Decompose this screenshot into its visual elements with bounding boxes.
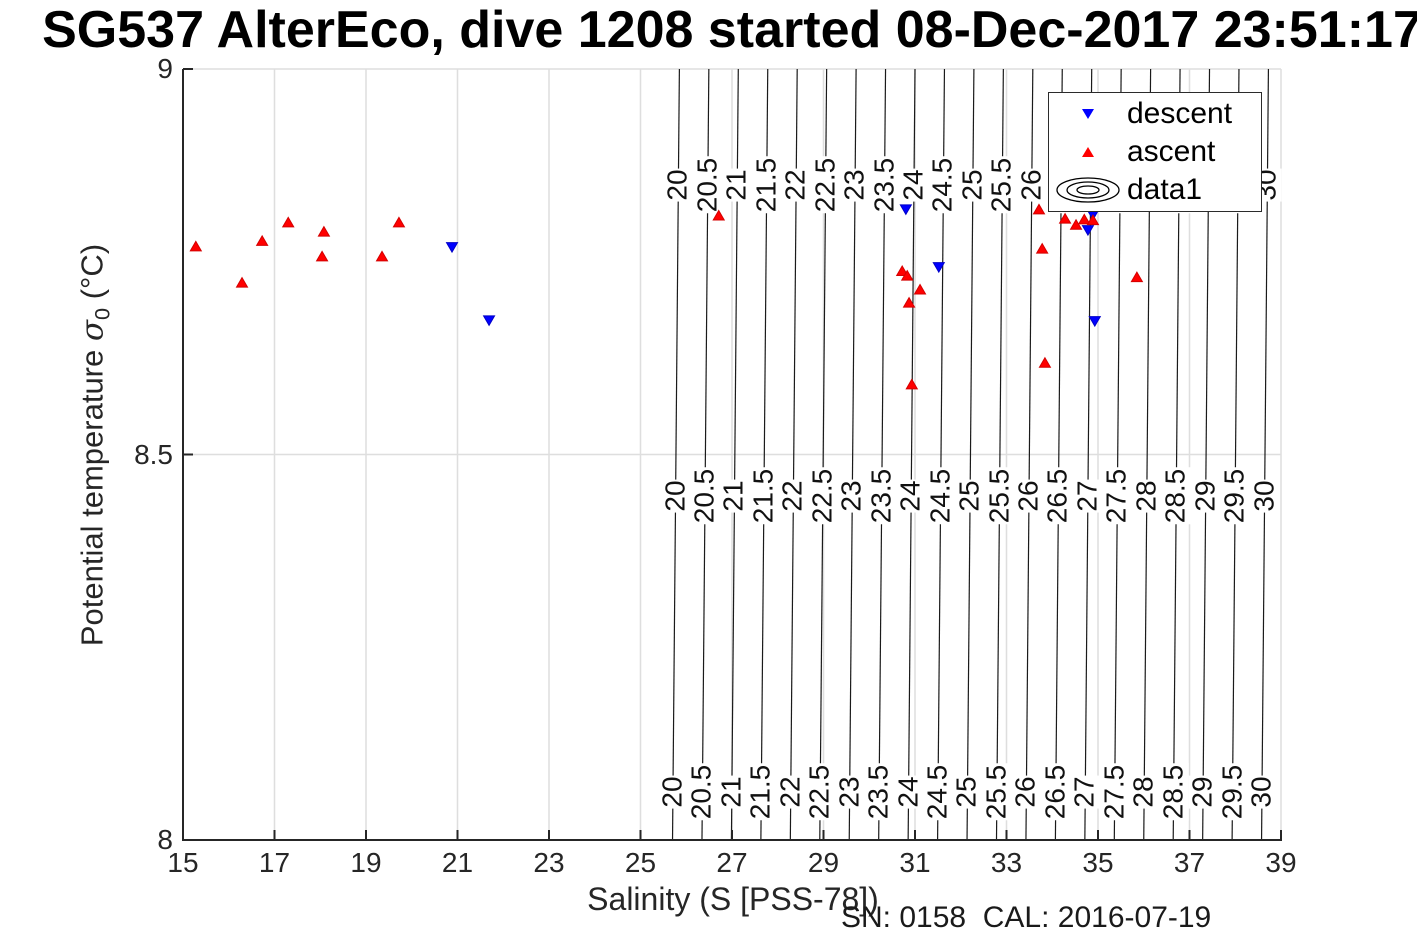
ascent-triangle-icon bbox=[1049, 146, 1127, 158]
ascent-marker bbox=[712, 209, 726, 221]
descent-marker bbox=[1081, 225, 1095, 237]
contour-rings-icon bbox=[1049, 176, 1127, 204]
ascent-marker bbox=[281, 216, 295, 228]
ascent-marker bbox=[189, 240, 203, 252]
ascent-marker bbox=[1032, 203, 1046, 215]
descent-marker bbox=[899, 204, 913, 216]
ascent-marker bbox=[317, 225, 331, 237]
y-axis-label: Potential temperature σ0 (°C) bbox=[74, 244, 115, 646]
ascent-triangle-icon-svg bbox=[1082, 147, 1094, 157]
ascent-marker bbox=[905, 378, 919, 390]
legend-row-descent: descent bbox=[1049, 95, 1261, 133]
legend-row-ascent: ascent bbox=[1049, 133, 1261, 171]
chart-title: SG537 AlterEco, dive 1208 started 08-Dec… bbox=[42, 1, 1417, 59]
y-axis-label-text: Potential temperature bbox=[74, 341, 110, 647]
descent-marker bbox=[1088, 316, 1102, 328]
legend-label: ascent bbox=[1127, 135, 1216, 168]
ascent-marker bbox=[1086, 214, 1100, 226]
ascent-marker bbox=[1130, 271, 1144, 283]
ascent-marker bbox=[235, 276, 249, 288]
sigma-subscript: 0 bbox=[89, 307, 115, 320]
x-axis-label: Salinity (S [PSS-78]) bbox=[587, 881, 879, 917]
ascent-marker bbox=[1069, 218, 1083, 230]
descent-triangle-icon-svg bbox=[1082, 109, 1094, 119]
ascent-marker bbox=[392, 216, 406, 228]
ascent-marker bbox=[902, 296, 916, 308]
ascent-marker bbox=[375, 250, 389, 262]
descent-marker bbox=[482, 315, 496, 327]
descent-marker bbox=[445, 242, 459, 254]
ascent-marker bbox=[255, 234, 269, 246]
ascent-marker bbox=[1035, 242, 1049, 254]
ascent-marker bbox=[913, 283, 927, 295]
y-axis-label-unit: (°C) bbox=[74, 243, 110, 308]
sigma-symbol: σ bbox=[74, 319, 111, 342]
serial-cal-text: SN: 0158 CAL: 2016-07-19 bbox=[841, 901, 1212, 934]
ascent-marker bbox=[1038, 356, 1052, 368]
ascent-marker bbox=[315, 250, 329, 262]
ascent-marker bbox=[900, 269, 914, 281]
legend: descent ascent data1 bbox=[1048, 92, 1262, 212]
descent-triangle-icon bbox=[1049, 108, 1127, 120]
legend-label: descent bbox=[1127, 97, 1233, 130]
contour-rings-icon-svg bbox=[1056, 177, 1120, 203]
ascent-marker bbox=[1077, 213, 1091, 225]
ascent-marker bbox=[1058, 212, 1072, 224]
ascent-marker bbox=[895, 265, 909, 277]
legend-label: data1 bbox=[1127, 173, 1203, 206]
descent-marker bbox=[932, 262, 946, 274]
legend-row-data1: data1 bbox=[1049, 171, 1261, 209]
